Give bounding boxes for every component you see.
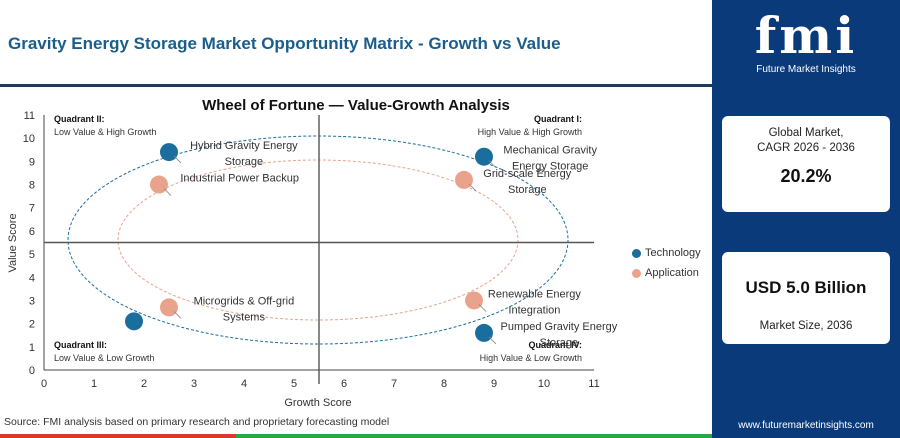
y-tick-label: 7	[29, 203, 35, 215]
point-leader-line	[173, 311, 182, 319]
point-technology	[475, 147, 493, 166]
cagr-card: Global Market, CAGR 2026 - 2036 20.2%	[722, 116, 890, 212]
point-application	[160, 298, 178, 317]
x-axis-label: Growth Score	[284, 397, 351, 409]
market-size-card: USD 5.0 Billion Market Size, 2036	[722, 252, 890, 344]
bottom-bar-red	[0, 434, 236, 438]
fmi-logo: fmi Future Market Insights	[712, 0, 900, 88]
y-tick-label: 6	[29, 226, 35, 238]
point-leader-line	[163, 188, 172, 196]
x-tick-label: 4	[241, 378, 247, 390]
point-label: Storage	[225, 156, 264, 168]
cagr-label-line1: Global Market,	[768, 127, 844, 139]
market-size-label: Market Size, 2036	[759, 320, 853, 332]
point-leader-line	[478, 304, 487, 312]
y-tick-label: 3	[29, 295, 35, 307]
y-tick-label: 2	[29, 319, 35, 331]
point-label: Hybrid Gravity Energy	[190, 140, 298, 152]
y-tick-label: 10	[23, 133, 35, 145]
point-application	[455, 170, 473, 189]
opportunity-matrix-chart: Wheel of Fortune — Value-Growth Analysis…	[7, 97, 618, 409]
quadrant-I-title: Quadrant I:	[534, 114, 582, 124]
point-technology	[160, 143, 178, 162]
y-tick-label: 4	[29, 272, 35, 284]
right-panel: fmi Future Market Insights Global Market…	[712, 0, 900, 438]
point-label: Integration	[508, 304, 560, 316]
y-tick-label: 1	[29, 342, 35, 354]
quadrant-III-title: Quadrant III:	[54, 340, 107, 350]
x-tick-label: 9	[491, 378, 497, 390]
point-label: Storage	[540, 337, 579, 349]
point-leader-line	[488, 160, 497, 169]
point-leader-line	[468, 183, 477, 192]
point-application	[465, 291, 483, 310]
x-tick-label: 2	[141, 378, 147, 390]
legend-technology-dot	[632, 248, 641, 258]
bottom-bar-green	[236, 434, 712, 438]
website-link[interactable]: www.futuremarketinsights.com	[738, 420, 874, 431]
market-size-value: USD 5.0 Billion	[745, 278, 867, 297]
y-tick-label: 5	[29, 249, 35, 261]
point-label: Pumped Gravity Energy	[501, 321, 618, 333]
point-leader-line	[488, 336, 497, 345]
quadrant-II-title: Quadrant II:	[54, 114, 105, 124]
point-technology	[125, 312, 143, 331]
point-label: Grid-scale Energy	[483, 168, 572, 180]
outer-orbit-ellipse	[67, 135, 569, 345]
point-label: Energy Storage	[512, 161, 588, 173]
y-tick-label: 0	[29, 365, 35, 377]
x-tick-label: 0	[41, 378, 47, 390]
legend-application-dot	[632, 268, 641, 278]
legend-application: Application	[632, 267, 699, 279]
chart-title: Wheel of Fortune — Value-Growth Analysis	[202, 97, 510, 114]
point-leader-line	[173, 155, 182, 164]
page-title: Gravity Energy Storage Market Opportunit…	[8, 34, 561, 53]
point-label: Renewable Energy	[488, 288, 581, 300]
y-axis-label: Value Score	[7, 213, 19, 272]
logo-tagline: Future Market Insights	[756, 64, 856, 75]
quadrant-IV-title: Quadrant IV:	[528, 340, 582, 350]
inner-orbit-ellipse	[117, 159, 519, 321]
x-tick-label: 6	[341, 378, 347, 390]
cagr-label: Global Market, CAGR 2026 - 2036	[722, 126, 890, 156]
x-tick-label: 10	[538, 378, 550, 390]
point-technology	[475, 323, 493, 342]
point-label: Systems	[223, 311, 266, 323]
point-application	[150, 175, 168, 194]
quadrant-IV-subtitle: High Value & Low Growth	[480, 353, 582, 363]
point-label: Microgrids & Off-grid	[194, 295, 295, 307]
x-tick-label: 1	[91, 378, 97, 390]
y-tick-label: 8	[29, 180, 35, 192]
cagr-label-line2: CAGR 2026 - 2036	[757, 142, 855, 154]
x-tick-label: 8	[441, 378, 447, 390]
cagr-value: 20.2%	[780, 166, 832, 186]
legend-technology: Technology	[632, 247, 701, 259]
x-tick-label: 11	[588, 378, 599, 390]
legend-application-label: Application	[645, 267, 699, 279]
source-note: Source: FMI analysis based on primary re…	[4, 416, 390, 428]
point-label: Industrial Power Backup	[180, 173, 299, 185]
point-label: Mechanical Gravity	[503, 145, 597, 157]
quadrant-III-subtitle: Low Value & Low Growth	[54, 353, 154, 363]
y-tick-label: 9	[29, 156, 35, 168]
logo-wordmark: fmi	[754, 6, 858, 65]
legend-technology-label: Technology	[645, 247, 701, 259]
quadrant-I-subtitle: High Value & High Growth	[478, 127, 582, 137]
x-tick-label: 3	[191, 378, 197, 390]
title-divider	[0, 84, 712, 87]
point-label: Storage	[508, 184, 547, 196]
x-tick-label: 5	[291, 378, 297, 390]
quadrant-II-subtitle: Low Value & High Growth	[54, 127, 156, 137]
y-tick-label: 11	[24, 110, 35, 122]
x-tick-label: 7	[391, 378, 397, 390]
